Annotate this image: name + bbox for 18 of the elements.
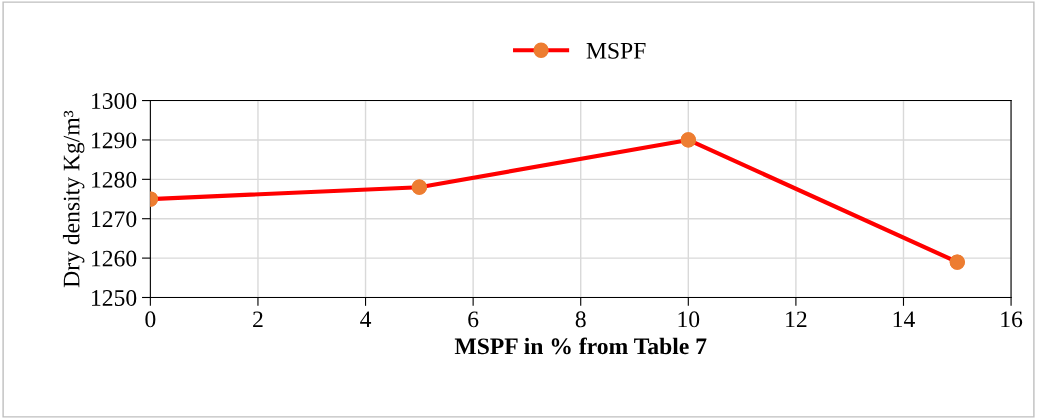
x-tick-label: 8	[575, 311, 586, 328]
y-tick-label: 1300	[92, 93, 137, 109]
x-tick-label: 16	[1001, 311, 1023, 328]
x-tick-label: 2	[253, 311, 263, 328]
x-axis-title: MSPF in % from Table 7	[454, 337, 707, 355]
legend-label: MSPF	[586, 42, 646, 59]
y-tick-label: 1270	[92, 211, 137, 228]
y-axis-title: Dry density Kg/m³	[62, 110, 85, 288]
x-tick-label: 14	[893, 311, 915, 328]
y-tick-label: 1260	[92, 250, 137, 267]
x-tick-label: 4	[360, 311, 372, 328]
x-tick-label: 12	[786, 311, 807, 328]
y-tick-label: 1250	[92, 289, 137, 306]
x-tick-label: 0	[145, 311, 156, 328]
x-tick-label: 6	[468, 311, 479, 328]
x-tick-label: 10	[678, 311, 700, 328]
y-tick-label: 1290	[92, 132, 137, 149]
y-tick-label: 1280	[92, 171, 137, 188]
